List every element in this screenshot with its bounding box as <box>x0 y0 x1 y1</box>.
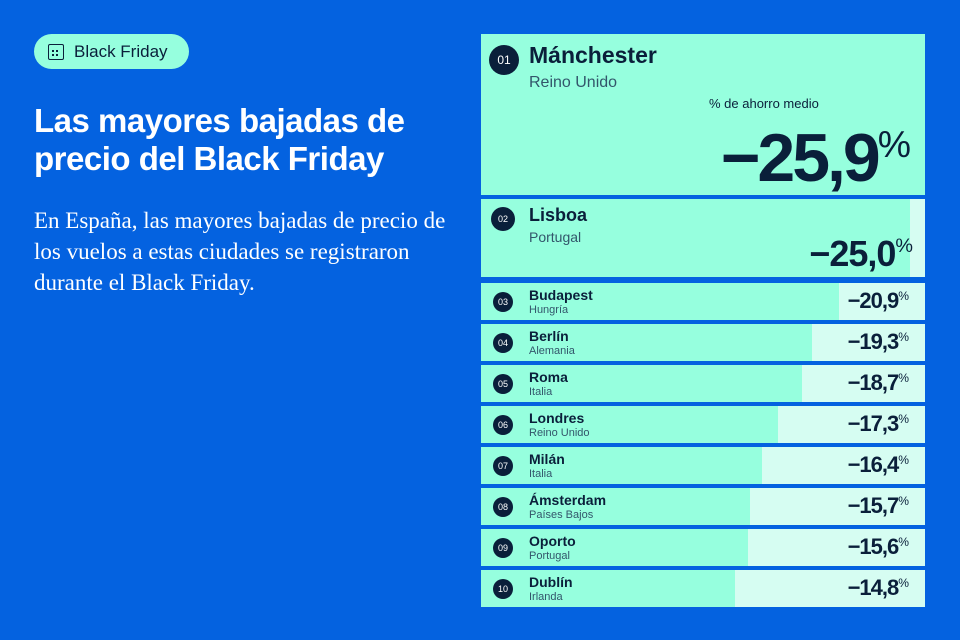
percent-sign: % <box>898 494 909 509</box>
chart-row: 03 Budapest Hungría −20,9% <box>481 283 925 320</box>
value-number: −14,8 <box>847 575 900 600</box>
chart-row: 05 Roma Italia −18,7% <box>481 365 925 402</box>
percent-sign: % <box>898 289 909 304</box>
value-number: −19,3 <box>847 329 900 354</box>
city-name: Mánchester <box>529 42 657 68</box>
country-name: Irlanda <box>529 591 563 603</box>
percent-sign: % <box>898 330 909 345</box>
value-number: −18,7 <box>847 370 900 395</box>
city-name: Oporto <box>529 533 576 549</box>
country-name: Reino Unido <box>529 74 618 91</box>
value-number: −15,6 <box>847 534 900 559</box>
value-number: −25,9 <box>720 120 881 195</box>
bar <box>481 365 802 402</box>
country-name: Alemania <box>529 345 575 357</box>
value-label: −17,3% <box>848 411 909 437</box>
chart-row: 01 Mánchester Reino Unido −25,9% % de aho… <box>481 34 925 195</box>
description: En España, las mayores bajadas de precio… <box>34 208 446 295</box>
bar <box>481 570 735 607</box>
value-label: −18,7% <box>848 370 909 396</box>
rank-badge: 05 <box>493 374 513 394</box>
tag-label: Black Friday <box>74 41 168 61</box>
percent-sign: % <box>898 576 909 591</box>
chart-row: 07 Milán Italia −16,4% <box>481 447 925 484</box>
country-name: Italia <box>529 386 553 398</box>
rank-badge: 01 <box>489 45 519 75</box>
city-name: Milán <box>529 451 565 467</box>
bar <box>481 324 812 361</box>
bar <box>481 283 840 320</box>
city-name: Berlín <box>529 328 569 344</box>
calendar-icon <box>48 43 64 60</box>
bar <box>481 406 778 443</box>
bar <box>481 447 763 484</box>
city-name: Budapest <box>529 287 593 303</box>
percent-sign: % <box>898 535 909 550</box>
city-name: Londres <box>529 410 585 426</box>
value-label: −15,6% <box>848 534 909 560</box>
percent-sign: % <box>895 234 913 257</box>
value-number: −17,3 <box>847 411 900 436</box>
bar <box>481 488 751 525</box>
chart-row: 08 Ámsterdam Países Bajos −15,7% <box>481 488 925 525</box>
axis-label: % de ahorro medio <box>709 96 819 111</box>
percent-sign: % <box>898 453 909 468</box>
rank-badge: 10 <box>493 579 513 599</box>
city-name: Dublín <box>529 574 573 590</box>
value-label: −15,7% <box>848 493 909 519</box>
chart-row: 10 Dublín Irlanda −14,8% <box>481 570 925 607</box>
country-name: Portugal <box>529 550 570 562</box>
city-name: Ámsterdam <box>529 492 607 508</box>
value-number: −16,4 <box>847 452 900 477</box>
rank-badge: 03 <box>493 292 513 312</box>
chart-row: 02 Lisboa Portugal −25,0% <box>481 199 925 277</box>
rank-badge: 09 <box>493 538 513 558</box>
country-name: Italia <box>529 468 553 480</box>
rank-badge: 06 <box>493 415 513 435</box>
rank-badge: 08 <box>493 497 513 517</box>
value-number: −25,0 <box>809 233 896 274</box>
bar <box>481 529 749 566</box>
value-label: −25,0% <box>809 233 913 275</box>
chart-row: 09 Oporto Portugal −15,6% <box>481 529 925 566</box>
value-label: −25,9% <box>721 119 911 195</box>
country-name: Países Bajos <box>529 509 594 521</box>
value-number: −15,7 <box>847 493 900 518</box>
bar <box>481 199 910 277</box>
country-name: Reino Unido <box>529 427 590 439</box>
city-name: Roma <box>529 369 568 385</box>
bar <box>481 34 925 195</box>
value-label: −16,4% <box>848 452 909 478</box>
chart-row: 06 Londres Reino Unido −17,3% <box>481 406 925 443</box>
percent-sign: % <box>877 122 911 165</box>
page-title: Las mayores bajadas de precio del Black … <box>34 102 405 177</box>
value-label: −14,8% <box>848 575 909 601</box>
city-name: Lisboa <box>529 205 588 225</box>
black-friday-tag: Black Friday <box>34 34 189 69</box>
value-number: −20,9 <box>847 288 900 313</box>
value-label: −19,3% <box>848 329 909 355</box>
rank-badge: 04 <box>493 333 513 353</box>
rank-badge: 07 <box>493 456 513 476</box>
country-name: Portugal <box>529 229 582 245</box>
country-name: Hungría <box>529 304 569 316</box>
percent-sign: % <box>898 412 909 427</box>
value-label: −20,9% <box>848 288 909 314</box>
percent-sign: % <box>898 371 909 386</box>
rank-badge: 02 <box>491 207 515 231</box>
chart-row: 04 Berlín Alemania −19,3% <box>481 324 925 361</box>
